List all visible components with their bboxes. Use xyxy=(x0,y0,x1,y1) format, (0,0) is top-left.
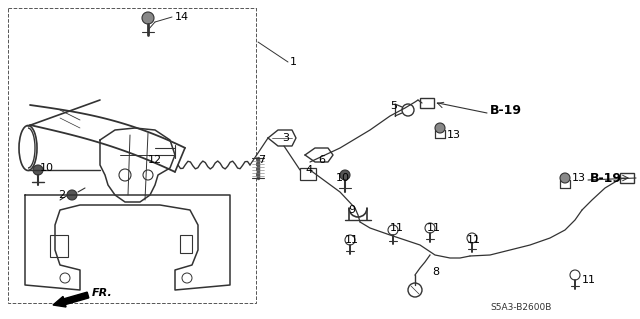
Bar xyxy=(50,235,68,257)
Text: 4: 4 xyxy=(305,165,312,175)
Text: 11: 11 xyxy=(345,235,359,245)
Text: S5A3-B2600B: S5A3-B2600B xyxy=(490,303,552,313)
Circle shape xyxy=(142,12,154,24)
Bar xyxy=(300,168,316,180)
Text: 2: 2 xyxy=(58,190,65,200)
Bar xyxy=(8,8,256,303)
Circle shape xyxy=(560,173,570,183)
Text: 10: 10 xyxy=(336,173,350,183)
Text: B-19: B-19 xyxy=(590,172,622,184)
Text: FR.: FR. xyxy=(92,288,113,298)
Text: 13: 13 xyxy=(572,173,586,183)
Text: 12: 12 xyxy=(148,155,162,165)
Bar xyxy=(180,235,192,253)
Text: 6: 6 xyxy=(318,155,325,165)
Text: 9: 9 xyxy=(348,205,355,215)
Text: 14: 14 xyxy=(175,12,189,22)
Circle shape xyxy=(33,165,43,175)
Circle shape xyxy=(340,170,350,180)
Bar xyxy=(420,98,434,108)
Text: 8: 8 xyxy=(432,267,439,277)
Text: 7: 7 xyxy=(258,155,265,165)
Text: 11: 11 xyxy=(467,235,481,245)
Bar xyxy=(620,173,634,183)
Text: 5: 5 xyxy=(390,101,397,111)
Text: 1: 1 xyxy=(290,57,297,67)
Circle shape xyxy=(67,190,77,200)
Text: 13: 13 xyxy=(447,130,461,140)
Text: 11: 11 xyxy=(390,223,404,233)
FancyArrow shape xyxy=(53,292,89,307)
Text: 11: 11 xyxy=(427,223,441,233)
Text: 11: 11 xyxy=(582,275,596,285)
Text: 3: 3 xyxy=(282,133,289,143)
Text: 10: 10 xyxy=(40,163,54,173)
Circle shape xyxy=(435,123,445,133)
Text: B-19: B-19 xyxy=(490,103,522,116)
